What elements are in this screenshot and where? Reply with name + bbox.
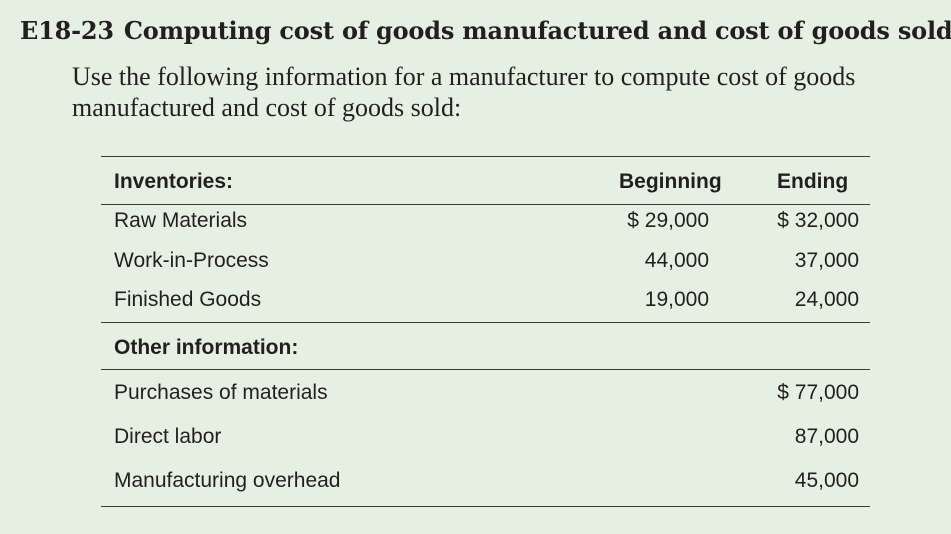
ending-value: 37,000 bbox=[794, 249, 859, 272]
row-label: Direct labor bbox=[114, 425, 222, 448]
exercise-title: E18-23 Computing cost of goods manufactur… bbox=[20, 16, 951, 45]
inventories-header: Inventories: bbox=[114, 170, 234, 193]
table-bottom-rule bbox=[101, 506, 870, 507]
row-label: Purchases of materials bbox=[114, 381, 328, 404]
ending-value: 24,000 bbox=[794, 288, 859, 311]
header-rule bbox=[101, 204, 870, 205]
ending-value: 45,000 bbox=[794, 469, 859, 492]
row-label: Finished Goods bbox=[114, 288, 262, 311]
row-label: Work-in-Process bbox=[114, 249, 269, 272]
beginning-column-header: Beginning bbox=[619, 170, 722, 193]
other-information-header: Other information: bbox=[114, 336, 299, 359]
exercise-heading: Computing cost of goods manufactured and… bbox=[123, 16, 951, 45]
row-label: Manufacturing overhead bbox=[114, 469, 341, 492]
section-header-rule bbox=[101, 369, 870, 370]
exercise-number: E18-23 bbox=[20, 16, 114, 45]
row-label: Raw Materials bbox=[114, 209, 248, 232]
ending-value: 87,000 bbox=[794, 425, 859, 448]
ending-value: $ 77,000 bbox=[777, 381, 859, 404]
beginning-value: 44,000 bbox=[644, 249, 709, 272]
ending-value: $ 32,000 bbox=[777, 209, 859, 232]
beginning-value: $ 29,000 bbox=[627, 209, 709, 232]
ending-column-header: Ending bbox=[777, 170, 849, 193]
section-rule bbox=[101, 322, 870, 323]
exercise-instructions: Use the following information for a manu… bbox=[72, 62, 856, 122]
table-top-rule bbox=[101, 156, 870, 157]
beginning-value: 19,000 bbox=[644, 288, 709, 311]
